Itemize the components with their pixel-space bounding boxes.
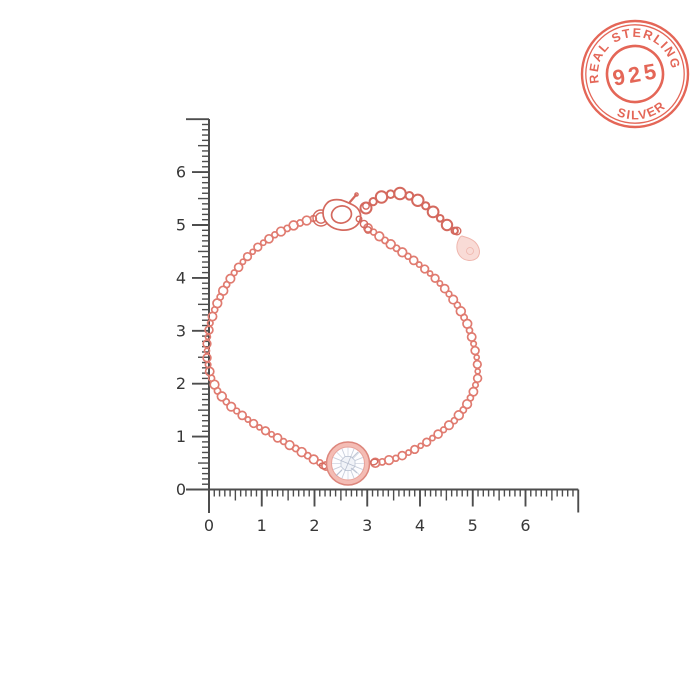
clasp-trigger-knob xyxy=(354,192,359,197)
svg-text:2: 2 xyxy=(176,374,186,393)
product-details: Charm : 0.9 cm x 0.5 cm Length of Chain … xyxy=(22,643,455,700)
svg-text:1: 1 xyxy=(257,516,267,535)
svg-text:4: 4 xyxy=(176,268,186,287)
svg-text:6: 6 xyxy=(520,516,530,535)
clasp-extender-ring xyxy=(362,202,370,210)
svg-text:0: 0 xyxy=(204,516,214,535)
svg-text:5: 5 xyxy=(176,216,186,235)
extender-tag xyxy=(452,226,480,261)
badge-outer-ring xyxy=(580,19,690,129)
measurement-diagram: 0 1 2 3 4 5 6 0 1 2 3 4 5 6 xyxy=(176,118,580,535)
sterling-925-stamp-icon: REAL STERLING SILVER 925 xyxy=(579,18,690,129)
clasp-hinge xyxy=(355,215,363,223)
svg-text:3: 3 xyxy=(362,516,372,535)
svg-text:0: 0 xyxy=(176,480,186,499)
svg-text:6: 6 xyxy=(176,163,186,182)
lobster-clasp xyxy=(312,192,372,234)
tag-stamp-mark xyxy=(466,247,474,255)
svg-text:5: 5 xyxy=(468,516,478,535)
clasp-hollow xyxy=(330,205,353,224)
svg-text:2: 2 xyxy=(309,516,319,535)
cz-charm xyxy=(318,441,379,486)
badge-second-ring xyxy=(585,24,685,124)
tag-ring xyxy=(452,226,462,236)
bracelet-chain xyxy=(202,214,483,471)
svg-text:1: 1 xyxy=(176,427,186,446)
extender-chain xyxy=(359,186,459,236)
vertical-ruler: 0 1 2 3 4 5 6 xyxy=(176,118,210,513)
horizontal-ruler: 0 1 2 3 4 5 6 xyxy=(204,488,580,535)
clasp-link-ring-2 xyxy=(364,226,372,234)
charm-right-link xyxy=(369,458,379,466)
stone-facets xyxy=(332,447,364,480)
clasp-link-ring-1 xyxy=(359,219,369,229)
charm-size-text: Charm : 0.9 cm x 0.5 cm xyxy=(22,698,455,700)
svg-text:4: 4 xyxy=(415,516,425,535)
badge-inner-ring xyxy=(605,44,665,104)
svg-text:3: 3 xyxy=(176,321,186,340)
